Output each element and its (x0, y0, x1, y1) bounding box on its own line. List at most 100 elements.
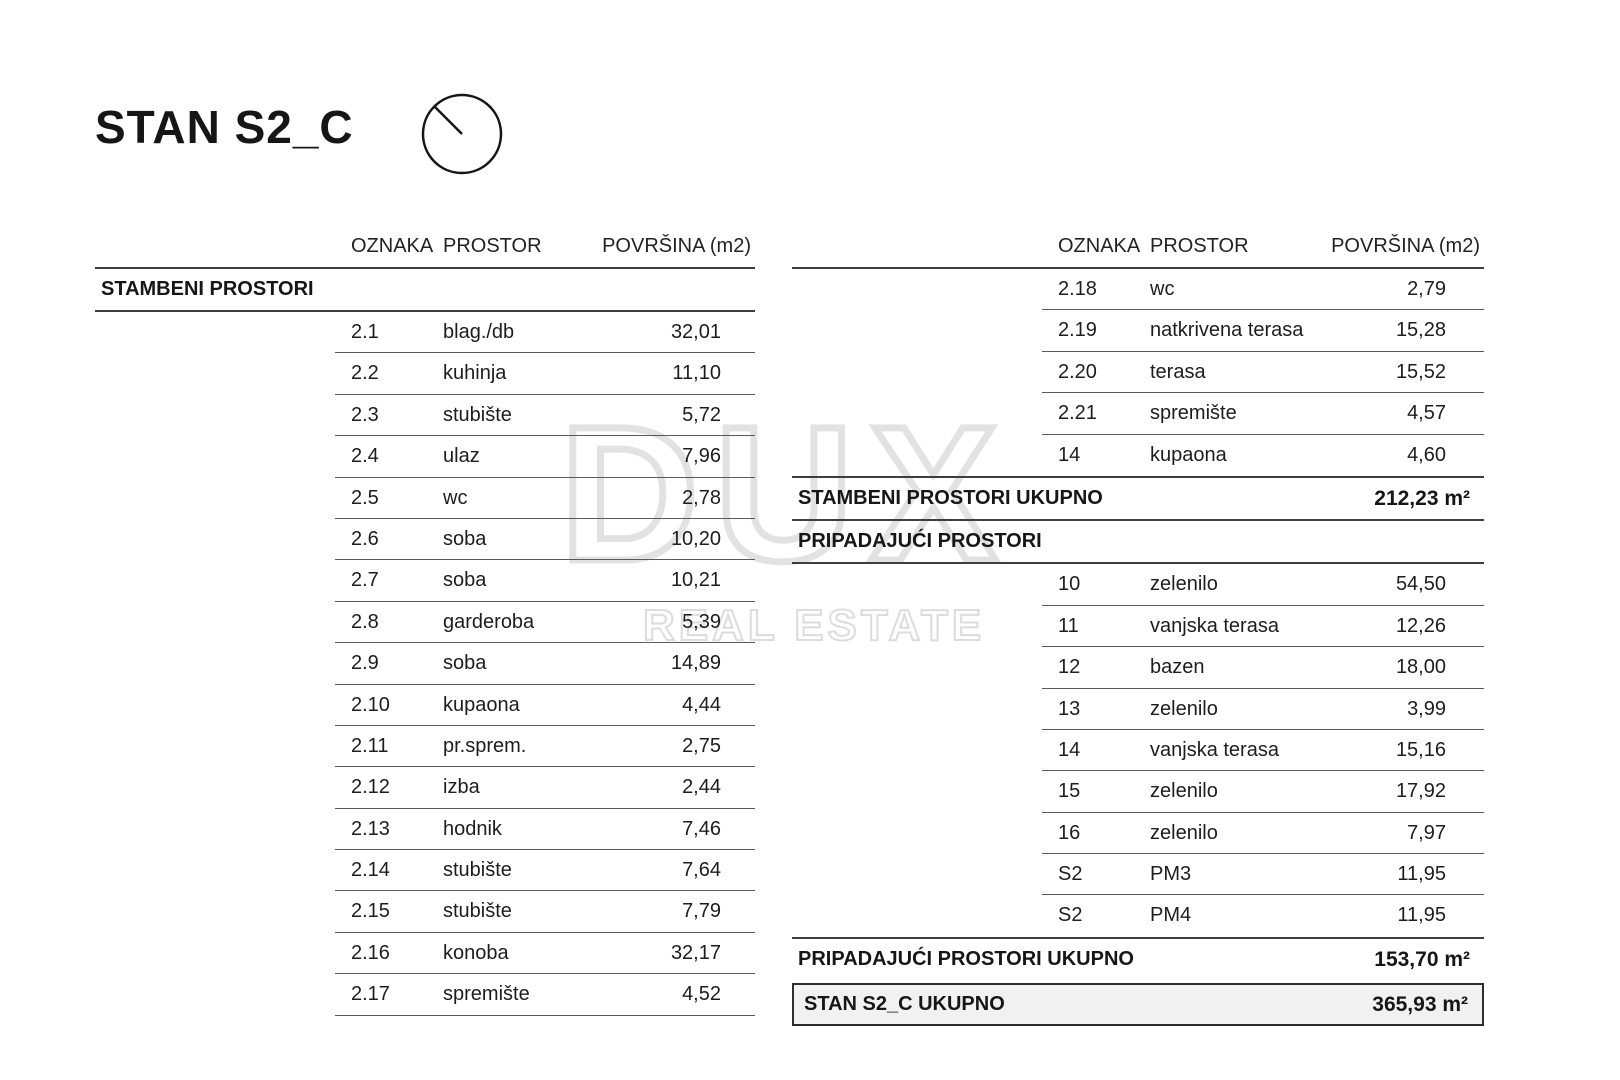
table-row: 2.20 terasa 15,52 (792, 352, 1484, 394)
cell-povrsina: 18,00 (1315, 647, 1484, 689)
table-row: 14 vanjska terasa 15,16 (792, 730, 1484, 772)
cell-oznaka: 2.16 (335, 933, 433, 975)
cell-oznaka: 2.10 (335, 685, 433, 726)
cell-oznaka: 2.9 (335, 643, 433, 685)
table-row: 2.7 soba 10,21 (95, 560, 755, 602)
section-header-pripadajuci-prostori: PRIPADAJUĆI PROSTORI (792, 521, 1484, 565)
cell-prostor: kuhinja (433, 353, 598, 395)
table-row: 2.1 blag./db 32,01 (95, 312, 755, 354)
cell-oznaka: 2.6 (335, 519, 433, 561)
cell-povrsina: 15,52 (1315, 352, 1484, 394)
table-row: S2 PM4 11,95 (792, 895, 1484, 936)
cell-povrsina: 2,75 (598, 726, 755, 768)
table-row: 2.9 soba 14,89 (95, 643, 755, 685)
cell-oznaka: 16 (1042, 813, 1140, 855)
cell-prostor: pr.sprem. (433, 726, 598, 768)
left-table: OZNAKA PROSTOR POVRŠINA (m2) STAMBENI PR… (95, 225, 755, 1016)
table-row: 15 zelenilo 17,92 (792, 771, 1484, 813)
cell-prostor: izba (433, 767, 598, 809)
cell-prostor: vanjska terasa (1140, 730, 1315, 772)
cell-prostor: soba (433, 560, 598, 602)
right-table: OZNAKA PROSTOR POVRŠINA (m2) 2.18 wc 2,7… (792, 225, 1484, 1027)
cell-povrsina: 7,79 (598, 891, 755, 933)
column-header-povrsina: POVRŠINA (m2) (602, 235, 751, 257)
table-row: 2.11 pr.sprem. 2,75 (95, 726, 755, 768)
cell-prostor: blag./db (433, 312, 598, 354)
left-table-body: 2.1 blag./db 32,01 2.2 kuhinja 11,10 2.3… (95, 312, 755, 1016)
table-row: S2 PM3 11,95 (792, 854, 1484, 896)
cell-povrsina: 4,60 (1407, 443, 1446, 466)
cell-povrsina: 2,44 (598, 767, 755, 809)
cell-prostor: zelenilo (1140, 813, 1315, 855)
cell-prostor: natkrivena terasa (1140, 310, 1315, 352)
cell-oznaka: 2.1 (335, 312, 433, 354)
cell-prostor: bazen (1140, 647, 1315, 689)
cell-prostor: spremište (433, 974, 598, 1016)
table-row: 2.12 izba 2,44 (95, 767, 755, 809)
cell-prostor: hodnik (433, 809, 598, 851)
pripadajuci-total-label: PRIPADAJUĆI PROSTORI UKUPNO (798, 947, 1134, 970)
table-row: 2.14 stubište 7,64 (95, 850, 755, 892)
cell-povrsina: 5,72 (598, 395, 755, 437)
cell-oznaka: 2.17 (335, 974, 433, 1016)
cell-oznaka: 2.12 (335, 767, 433, 809)
cell-povrsina: 15,16 (1315, 730, 1484, 772)
table-row: 11 vanjska terasa 12,26 (792, 606, 1484, 648)
cell-oznaka: 2.3 (335, 395, 433, 437)
section-header-stambeni-prostori: STAMBENI PROSTORI (95, 269, 755, 312)
cell-povrsina: 5,39 (598, 602, 755, 644)
grand-total-value: 365,93 m² (1372, 993, 1468, 1017)
cell-povrsina: 10,20 (598, 519, 755, 561)
stambeni-total-row: STAMBENI PROSTORI UKUPNO 212,23 m² (792, 478, 1484, 522)
table-row: 2.13 hodnik 7,46 (95, 809, 755, 851)
cell-povrsina: 12,26 (1315, 606, 1484, 648)
stambeni-total-value: 212,23 m² (1374, 486, 1470, 510)
grand-total-label: STAN S2_C UKUPNO (804, 993, 1005, 1016)
right-table-body-bottom: 10 zelenilo 54,50 11 vanjska terasa 12,2… (792, 564, 1484, 939)
cell-povrsina: 32,01 (598, 312, 755, 354)
page-title: STAN S2_C (95, 101, 354, 153)
table-row: 2.17 spremište 4,52 (95, 974, 755, 1016)
cell-prostor: garderoba (433, 602, 598, 644)
table-row: 12 bazen 18,00 (792, 647, 1484, 689)
cell-prostor: zelenilo (1140, 771, 1315, 813)
table-row: 16 zelenilo 7,97 (792, 813, 1484, 855)
cell-povrsina: 7,97 (1315, 813, 1484, 855)
cell-oznaka: 2.14 (335, 850, 433, 892)
table-row: 2.18 wc 2,79 (792, 269, 1484, 311)
cell-oznaka: 2.15 (335, 891, 433, 933)
cell-oznaka: 14 (1042, 730, 1140, 772)
table-row: 2.3 stubište 5,72 (95, 395, 755, 437)
cell-oznaka: 2.8 (335, 602, 433, 644)
cell-povrsina: 54,50 (1315, 564, 1484, 606)
table-row: 2.16 konoba 32,17 (95, 933, 755, 975)
cell-prostor: stubište (433, 891, 598, 933)
cell-prostor: kupaona (1150, 443, 1227, 466)
cell-prostor: PM3 (1140, 854, 1315, 896)
cell-oznaka: S2 (1042, 854, 1140, 896)
cell-prostor: stubište (433, 395, 598, 437)
table-row: 2.2 kuhinja 11,10 (95, 353, 755, 395)
table-row: 2.15 stubište 7,79 (95, 891, 755, 933)
table-row: 2.21 spremište 4,57 (792, 393, 1484, 435)
cell-oznaka: 15 (1042, 771, 1140, 813)
cell-oznaka: 2.18 (1042, 269, 1140, 311)
cell-povrsina: 7,64 (598, 850, 755, 892)
cell-prostor: ulaz (433, 436, 598, 478)
cell-prostor: zelenilo (1140, 564, 1315, 606)
cell-prostor: vanjska terasa (1140, 606, 1315, 648)
cell-povrsina: 2,79 (1315, 269, 1484, 311)
cell-prostor: konoba (433, 933, 598, 975)
table-row: 10 zelenilo 54,50 (792, 564, 1484, 606)
cell-povrsina: 4,52 (598, 974, 755, 1016)
cell-oznaka: 11 (1042, 606, 1140, 648)
cell-prostor: wc (1140, 269, 1315, 311)
table-row: 13 zelenilo 3,99 (792, 689, 1484, 730)
table-row: 2.6 soba 10,20 (95, 519, 755, 561)
cell-prostor: kupaona (433, 685, 598, 726)
cell-oznaka: 2.19 (1042, 310, 1140, 352)
cell-povrsina: 7,46 (598, 809, 755, 851)
cell-povrsina: 4,44 (598, 685, 755, 726)
cell-prostor: soba (433, 519, 598, 561)
cell-oznaka: 2.13 (335, 809, 433, 851)
